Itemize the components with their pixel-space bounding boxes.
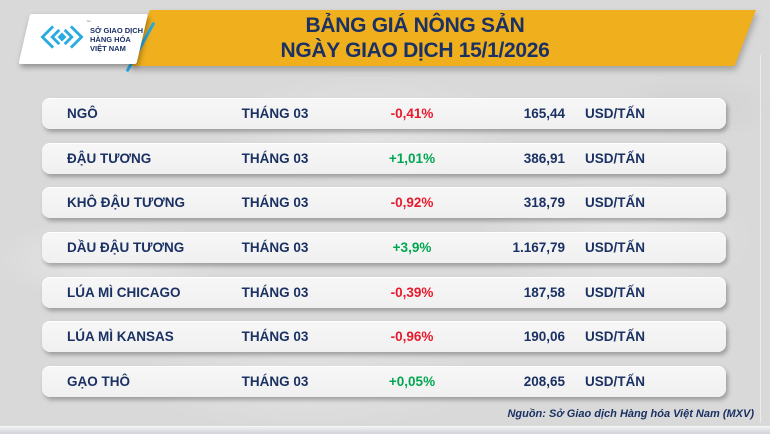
commodity-name: DẦU ĐẬU TƯƠNG xyxy=(67,240,185,256)
price-unit: USD/TẤN xyxy=(585,150,645,166)
contract-month: THÁNG 03 xyxy=(241,329,309,345)
contract-month: THÁNG 03 xyxy=(241,150,309,166)
table-row-gao-tho: GẠO THÔ THÁNG 03 +0,05% 208,65 USD/TẤN xyxy=(42,366,726,398)
logo-text: SỞ GIAO DỊCH HÀNG HÓA VIỆT NAM xyxy=(90,26,143,53)
commodity-name: ĐẬU TƯƠNG xyxy=(67,150,152,166)
price-change: -0,92% xyxy=(390,195,434,211)
table-row-dau-dau-tuong: DẦU ĐẬU TƯƠNG THÁNG 03 +3,9% 1.167,79 US… xyxy=(42,232,726,264)
commodity-name: LÚA MÌ KANSAS xyxy=(67,329,174,345)
contract-month: THÁNG 03 xyxy=(241,195,309,211)
table-row-lua-mi-chicago: LÚA MÌ CHICAGO THÁNG 03 -0,39% 187,58 US… xyxy=(42,276,726,308)
price-value: 187,58 xyxy=(523,284,565,300)
commodity-name: NGÔ xyxy=(67,106,98,121)
price-change: -0,96% xyxy=(390,329,434,345)
table-row-lua-mi-kansas: LÚA MÌ KANSAS THÁNG 03 -0,96% 190,06 USD… xyxy=(42,321,726,353)
price-change: +0,05% xyxy=(388,374,436,390)
price-unit: USD/TẤN xyxy=(585,106,645,121)
commodity-name: LÚA MÌ CHICAGO xyxy=(67,284,181,300)
contract-month: THÁNG 03 xyxy=(241,106,309,121)
price-value: 208,65 xyxy=(523,374,565,390)
source-caption: Nguồn: Sở Giao dịch Hàng hóa Việt Nam (M… xyxy=(507,408,754,420)
table-row-ngo: NGÔ THÁNG 03 -0,41% 165,44 USD/TẤN xyxy=(42,98,726,129)
logo-text-line1: SỞ GIAO DỊCH xyxy=(90,25,144,35)
page-title-line2: NGÀY GIAO DỊCH 15/1/2026 xyxy=(280,39,550,62)
logo-text-line3: VIỆT NAM xyxy=(90,43,126,53)
commodity-name: KHÔ ĐẬU TƯƠNG xyxy=(67,195,185,211)
page-title: BẢNG GIÁ NÔNG SẢN NGÀY GIAO DỊCH 15/1/20… xyxy=(95,13,735,63)
price-unit: USD/TẤN xyxy=(585,240,645,256)
mxv-logo: ™ SỞ GIAO DỊCH HÀNG HÓA VIỆT NAM xyxy=(18,14,149,64)
price-unit: USD/TẤN xyxy=(585,195,645,211)
commodity-name: GẠO THÔ xyxy=(67,374,130,390)
price-value: 386,91 xyxy=(523,150,565,166)
price-change: +1,01% xyxy=(388,150,436,166)
price-unit: USD/TẤN xyxy=(585,374,645,390)
background-hairline xyxy=(760,55,761,423)
price-table: NGÔ THÁNG 03 -0,41% 165,44 USD/TẤN ĐẬU T… xyxy=(42,98,726,398)
table-row-dau-tuong: ĐẬU TƯƠNG THÁNG 03 +1,01% 386,91 USD/TẤN xyxy=(42,142,726,174)
price-value: 318,79 xyxy=(523,195,565,211)
mxv-chevron-logo-icon xyxy=(38,22,86,57)
page-title-line1: BẢNG GIÁ NÔNG SẢN xyxy=(305,14,525,37)
price-change: +3,9% xyxy=(392,240,432,256)
price-value: 190,06 xyxy=(523,329,565,345)
price-unit: USD/TẤN xyxy=(585,284,645,300)
price-change: -0,39% xyxy=(390,284,434,300)
logo-text-line2: HÀNG HÓA xyxy=(90,34,131,44)
contract-month: THÁNG 03 xyxy=(241,284,309,300)
trademark-symbol: ™ xyxy=(86,20,91,26)
contract-month: THÁNG 03 xyxy=(241,374,309,390)
price-value: 165,44 xyxy=(523,106,565,121)
table-row-kho-dau-tuong: KHÔ ĐẬU TƯƠNG THÁNG 03 -0,92% 318,79 USD… xyxy=(42,187,726,219)
price-change: -0,41% xyxy=(390,106,434,121)
price-unit: USD/TẤN xyxy=(585,329,645,345)
bottom-edge-strip xyxy=(0,426,770,434)
price-value: 1.167,79 xyxy=(512,240,565,256)
contract-month: THÁNG 03 xyxy=(241,240,309,256)
